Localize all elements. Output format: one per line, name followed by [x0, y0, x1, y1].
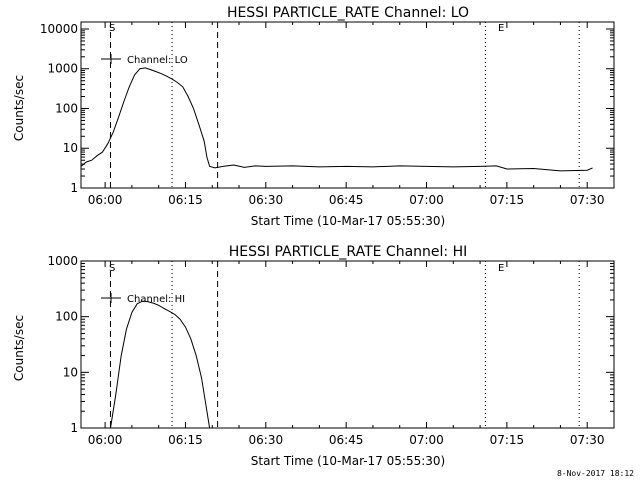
lo-x-tick-label: 06:30 — [249, 193, 284, 207]
lo-channel-panel: HESSI PARTICLE_RATE Channel: LO 06:00 06:… — [12, 5, 615, 228]
lo-series-line — [80, 67, 593, 172]
hi-y-tick-label: 100 — [55, 310, 78, 324]
lo-y-axis-label: Counts/sec — [12, 75, 26, 141]
lo-x-tick-label: 07:15 — [490, 193, 525, 207]
lo-x-axis-label: Start Time (10-Mar-17 05:55:30) — [251, 214, 445, 228]
lo-y-tick-label: 10000 — [40, 22, 78, 36]
hi-x-tick-label: 06:00 — [88, 433, 123, 447]
lo-y-tick-label: 100 — [55, 101, 78, 115]
hi-x-tick-label: 07:30 — [570, 433, 605, 447]
lo-x-tick-label: 06:15 — [168, 193, 203, 207]
lo-y-tick-label: 1000 — [47, 62, 78, 76]
hi-x-tick-label: 06:15 — [168, 433, 203, 447]
hi-y-axis-label: Counts/sec — [12, 315, 26, 381]
lo-axes-frame — [80, 21, 615, 189]
hi-start-marker-label: S — [109, 263, 115, 274]
hi-x-axis-label: Start Time (10-Mar-17 05:55:30) — [251, 454, 445, 468]
hi-plot-area: 06:00 06:15 06:30 06:45 07:00 07:15 07:30 1 10 10… — [47, 254, 615, 447]
lo-x-tick-label: 07:30 — [570, 193, 605, 207]
lo-y-tick-label: 1 — [70, 181, 78, 195]
hi-axes-frame — [80, 260, 615, 429]
hi-x-tick-label: 06:45 — [329, 433, 364, 447]
lo-legend-label: Channel: LO — [127, 55, 188, 66]
hi-chart-title: HESSI PARTICLE_RATE Channel: HI — [229, 244, 467, 260]
hi-y-tick-label: 10 — [63, 365, 78, 379]
hi-y-tick-label: 1000 — [47, 254, 78, 268]
lo-plot-area: 06:00 06:15 06:30 06:45 07:00 07:15 07:30 1 10 10… — [40, 21, 615, 207]
hi-x-tick-label: 07:00 — [409, 433, 444, 447]
lo-x-tick-label: 06:00 — [88, 193, 123, 207]
hi-x-tick-label: 06:30 — [249, 433, 284, 447]
lo-chart-title: HESSI PARTICLE_RATE Channel: LO — [227, 5, 469, 21]
lo-y-tick-label: 10 — [63, 141, 78, 155]
hi-legend-label: Channel: HI — [127, 294, 185, 305]
hi-y-tick-label: 1 — [70, 421, 78, 435]
footer-timestamp: 8-Nov-2017 18:12 — [557, 469, 634, 478]
lo-x-tick-label: 07:00 — [409, 193, 444, 207]
hi-channel-panel: HESSI PARTICLE_RATE Channel: HI 06:00 06:… — [12, 244, 615, 468]
lo-x-tick-label: 06:45 — [329, 193, 364, 207]
lo-start-marker-label: S — [109, 23, 115, 34]
hi-x-tick-label: 07:15 — [490, 433, 525, 447]
hi-series-line — [110, 300, 211, 429]
hi-end-marker-label: E — [498, 263, 504, 274]
lo-end-marker-label: E — [498, 23, 504, 34]
